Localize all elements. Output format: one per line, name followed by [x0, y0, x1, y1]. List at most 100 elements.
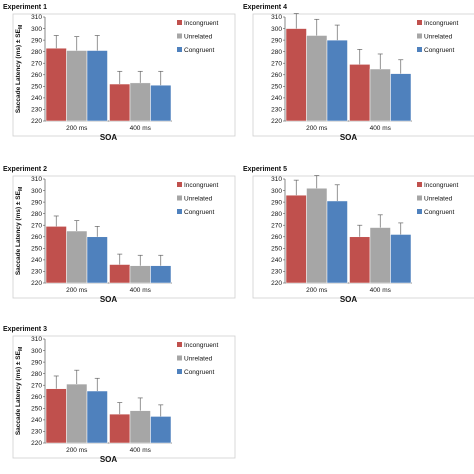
y-tick-label: 310 [271, 176, 282, 183]
bar [306, 35, 328, 122]
bar [45, 226, 67, 284]
y-tick-label: 300 [271, 188, 282, 195]
y-tick-label: 250 [271, 246, 282, 253]
chart-panel: Experiment 5 220 230 240 250 260 270 280 290 300 3… [243, 166, 474, 304]
y-tick-label: 280 [31, 49, 42, 56]
y-axis-label-subscript: M [18, 187, 24, 191]
y-tick-label: 240 [31, 95, 42, 102]
chart-title: Experiment 4 [243, 4, 287, 11]
y-tick-label: 250 [31, 246, 42, 253]
x-axis-label: SOA [100, 133, 118, 142]
y-tick-label: 310 [31, 336, 42, 343]
chart-title: Experiment 1 [3, 4, 47, 11]
legend-swatch [417, 47, 422, 52]
y-tick-label: 270 [31, 382, 42, 389]
y-tick-label: 250 [31, 406, 42, 413]
plot-frame [252, 175, 474, 299]
y-tick-label: 230 [31, 269, 42, 276]
legend-label: Incongruent [184, 20, 219, 27]
plot-frame [12, 13, 236, 137]
y-tick-label: 300 [31, 348, 42, 355]
legend-label: Congruent [184, 369, 215, 376]
y-tick-label: 240 [271, 95, 282, 102]
legend-label: Congruent [424, 209, 455, 216]
y-tick-label: 220 [271, 118, 282, 125]
bar [109, 83, 131, 122]
x-category-label: 400 ms [130, 447, 152, 454]
x-axis-label: SOA [340, 133, 358, 142]
legend-swatch [177, 182, 182, 187]
bar [390, 234, 412, 284]
y-tick-label: 260 [31, 394, 42, 401]
y-axis-label-text: Saccade Latency (ms) ± SE [15, 28, 22, 113]
legend-label: Unrelated [424, 195, 453, 202]
y-tick-label: 240 [271, 257, 282, 264]
y-tick-label: 290 [31, 199, 42, 206]
legend-swatch [417, 33, 422, 39]
legend-swatch [177, 369, 182, 374]
y-tick-label: 230 [271, 269, 282, 276]
x-category-label: 400 ms [130, 125, 152, 132]
x-axis-label: SOA [340, 295, 358, 304]
y-tick-label: 260 [31, 234, 42, 241]
legend-swatch [177, 33, 182, 39]
y-tick-label: 290 [271, 37, 282, 44]
bar [150, 416, 172, 444]
legend-swatch [417, 20, 422, 25]
y-tick-label: 280 [271, 211, 282, 218]
y-tick-label: 220 [271, 280, 282, 287]
legend-swatch [417, 209, 422, 214]
bar [349, 64, 371, 122]
y-tick-label: 260 [31, 72, 42, 79]
y-tick-label: 270 [31, 60, 42, 67]
y-tick-label: 270 [271, 60, 282, 67]
legend-swatch [177, 195, 182, 201]
y-tick-label: 220 [31, 118, 42, 125]
y-tick-label: 270 [271, 222, 282, 229]
chart-panel: Experiment 2 220 230 240 250 260 270 280 290 300 3… [3, 166, 236, 304]
chart-title: Experiment 2 [3, 166, 47, 173]
bar [306, 187, 328, 284]
y-tick-label: 260 [271, 72, 282, 79]
x-category-label: 400 ms [130, 287, 152, 294]
legend-swatch [417, 182, 422, 187]
legend-label: Incongruent [424, 182, 459, 189]
y-axis-label-text: Saccade Latency (ms) ± SE [15, 350, 22, 435]
y-tick-label: 280 [31, 371, 42, 378]
bar [109, 264, 131, 284]
y-tick-label: 280 [31, 211, 42, 218]
bar [66, 50, 88, 122]
bar [86, 50, 108, 122]
legend-swatch [417, 195, 422, 201]
bar [326, 200, 348, 284]
y-tick-label: 270 [31, 222, 42, 229]
bar [390, 73, 412, 122]
bar [129, 410, 151, 444]
y-axis-label-text: Saccade Latency (ms) ± SE [15, 190, 22, 275]
legend-label: Incongruent [424, 20, 459, 27]
legend-label: Unrelated [184, 355, 213, 362]
legend-swatch [177, 209, 182, 214]
legend-label: Congruent [424, 47, 455, 54]
y-tick-label: 290 [271, 199, 282, 206]
y-tick-label: 220 [31, 280, 42, 287]
y-tick-label: 220 [31, 440, 42, 447]
bar [369, 68, 391, 122]
y-axis-label: Saccade Latency (ms) ± SEM [15, 347, 24, 435]
bar [150, 84, 172, 122]
bar [109, 413, 131, 444]
x-category-label: 400 ms [370, 125, 392, 132]
plot-frame [12, 335, 236, 459]
legend-label: Incongruent [184, 342, 219, 349]
chart-title: Experiment 5 [243, 166, 287, 173]
legend-label: Unrelated [184, 195, 213, 202]
bar [369, 227, 391, 284]
bar [129, 82, 151, 122]
y-tick-label: 280 [271, 49, 282, 56]
bar [129, 265, 151, 284]
bar [66, 230, 88, 284]
x-axis-label: SOA [100, 455, 118, 464]
chart-title: Experiment 3 [3, 326, 47, 333]
plot-frame [12, 175, 236, 299]
